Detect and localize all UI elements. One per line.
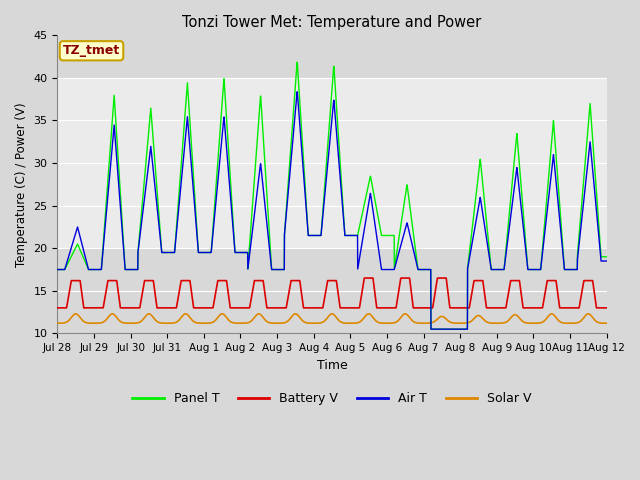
Bar [58,36,607,78]
Text: TZ_tmet: TZ_tmet [63,44,120,57]
Bar [58,248,607,334]
Title: Tonzi Tower Met: Temperature and Power: Tonzi Tower Met: Temperature and Power [182,15,482,30]
Legend: Panel T, Battery V, Air T, Solar V: Panel T, Battery V, Air T, Solar V [127,387,536,410]
Bar [58,78,607,248]
X-axis label: Time: Time [317,359,348,372]
Y-axis label: Temperature (C) / Power (V): Temperature (C) / Power (V) [15,102,28,267]
